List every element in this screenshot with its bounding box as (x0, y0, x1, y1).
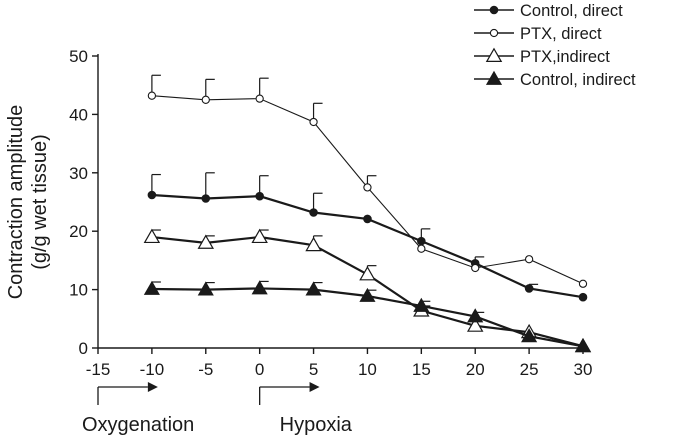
y-tick-label: 0 (79, 339, 88, 358)
x-tick-label: -10 (140, 360, 165, 379)
x-tick-label: 10 (358, 360, 377, 379)
legend: Control, direct PTX, direct PTX,indirect C… (474, 2, 636, 89)
data-point (578, 279, 588, 288)
data-point (251, 228, 268, 244)
legend-marker (489, 5, 499, 15)
legend-label: PTX, direct (520, 25, 602, 43)
data-point (359, 266, 376, 281)
data-point (143, 228, 161, 244)
series-line (151, 193, 584, 299)
data-point (524, 284, 534, 293)
annotation-arrowhead (147, 382, 158, 392)
y-tick-label: 40 (69, 105, 88, 124)
x-tick-label: 5 (309, 360, 318, 379)
data-point (255, 191, 264, 201)
data-point (359, 287, 376, 302)
annotation-oxygenation: Oxygenation (82, 382, 194, 436)
data-point (305, 236, 322, 252)
data-point (578, 292, 588, 302)
axes (97, 54, 585, 349)
data-point (255, 94, 264, 103)
y-tick-label: 20 (69, 222, 88, 241)
data-point (201, 194, 211, 203)
data-point (251, 280, 268, 295)
data-point (363, 214, 372, 224)
phase-annotations: Oxygenation Hypoxia (82, 382, 353, 436)
legend-label: Control, indirect (520, 71, 636, 89)
x-tick-label: 25 (520, 360, 539, 379)
data-point (417, 236, 426, 246)
data-point (147, 190, 157, 200)
data-point (417, 244, 426, 253)
data-point (197, 234, 215, 249)
legend-item: Control, direct (474, 2, 623, 20)
data-point (201, 95, 210, 104)
x-tick-label: -5 (198, 360, 213, 379)
y-axis-label-line-1: Contraction amplitude (5, 105, 27, 300)
data-point (471, 263, 480, 273)
data-point (521, 328, 538, 343)
x-tick-label: 20 (466, 360, 485, 379)
series-layer (143, 74, 592, 353)
legend-item: PTX, direct (474, 25, 602, 43)
data-point (197, 281, 214, 296)
data-point (467, 308, 484, 323)
x-tick-label: 0 (255, 360, 264, 379)
legend-marker (489, 28, 499, 38)
data-point (466, 317, 484, 332)
data-point (413, 297, 430, 312)
legend-label: PTX,indirect (520, 48, 610, 66)
series-ptx-direct (147, 74, 588, 288)
data-point (574, 338, 592, 353)
y-tick-label: 30 (69, 164, 88, 183)
series-control-direct (147, 172, 588, 302)
y-ticks: 0 10 20 30 40 50 (69, 47, 98, 358)
x-tick-label: 15 (412, 360, 431, 379)
data-point (309, 208, 318, 217)
x-tick-label: -15 (86, 360, 111, 379)
data-point (143, 280, 160, 295)
data-point (305, 281, 322, 296)
data-point (363, 183, 372, 192)
annotation-arrowhead (309, 382, 320, 392)
x-tick-label: 30 (574, 360, 593, 379)
data-point (309, 117, 318, 127)
legend-label: Control, direct (520, 2, 623, 20)
legend-item: PTX,indirect (474, 47, 610, 66)
data-point (524, 255, 534, 264)
y-tick-label: 10 (69, 281, 88, 300)
annotation-hypoxia: Hypoxia (259, 382, 353, 436)
series-control-indirect (143, 280, 592, 353)
legend-item: Control, indirect (474, 70, 636, 89)
legend-marker (485, 70, 503, 85)
annotation-label: Hypoxia (280, 414, 353, 436)
x-ticks: -15 -10 -5 0 5 10 15 20 25 30 (86, 348, 593, 379)
y-axis-label-line-2: (g/g wet tissue) (29, 134, 51, 270)
y-tick-label: 50 (69, 47, 88, 66)
data-point (147, 91, 157, 100)
legend-marker (485, 47, 503, 63)
annotation-label: Oxygenation (82, 414, 194, 436)
